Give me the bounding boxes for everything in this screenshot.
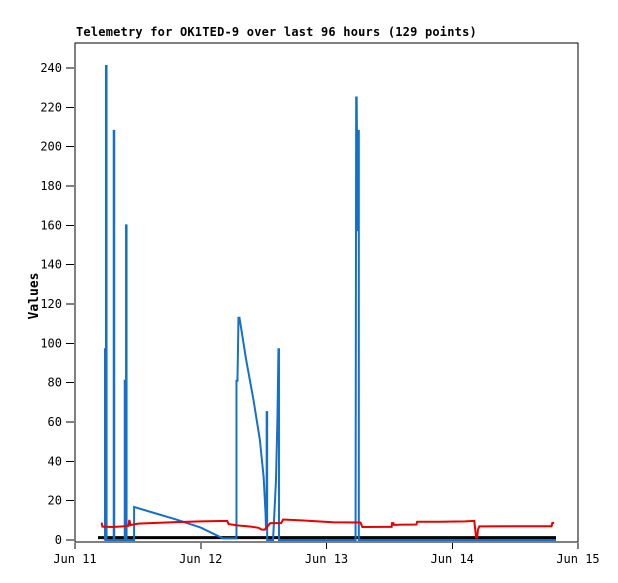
y-tick-label: 200: [40, 140, 62, 154]
telemetry-channel-red-line: [100, 518, 555, 539]
y-tick-label: 140: [40, 258, 62, 272]
x-tick-label: Jun 11: [53, 552, 96, 566]
data-series: [98, 65, 556, 541]
telemetry-channel-blue-line: [103, 65, 556, 541]
y-tick-label: 120: [40, 297, 62, 311]
chart-title: Telemetry for OK1TED-9 over last 96 hour…: [76, 25, 477, 39]
y-tick-label: 80: [48, 376, 62, 390]
y-tick-label: 20: [48, 494, 62, 508]
x-tick-label: Jun 14: [431, 552, 474, 566]
x-tick-label: Jun 13: [305, 552, 348, 566]
y-tick-label: 220: [40, 100, 62, 114]
y-tick-label: 40: [48, 454, 62, 468]
y-tick-label: 100: [40, 336, 62, 350]
y-tick-label: 0: [55, 533, 62, 547]
y-tick-label: 160: [40, 218, 62, 232]
y-axis-ticks: 0 20 40 60 80 100 120 140 160 180 200 220 240: [40, 61, 74, 547]
y-axis-label: Values: [27, 273, 42, 320]
y-tick-label: 60: [48, 415, 62, 429]
x-tick-label: Jun 12: [179, 552, 222, 566]
y-tick-label: 180: [40, 179, 62, 193]
y-tick-label: 240: [40, 61, 62, 75]
x-tick-label: Jun 15: [556, 552, 599, 566]
plot-area-border: [74, 42, 579, 543]
x-axis-ticks: Jun 11 Jun 12 Jun 13 Jun 14 Jun 15: [53, 543, 600, 566]
